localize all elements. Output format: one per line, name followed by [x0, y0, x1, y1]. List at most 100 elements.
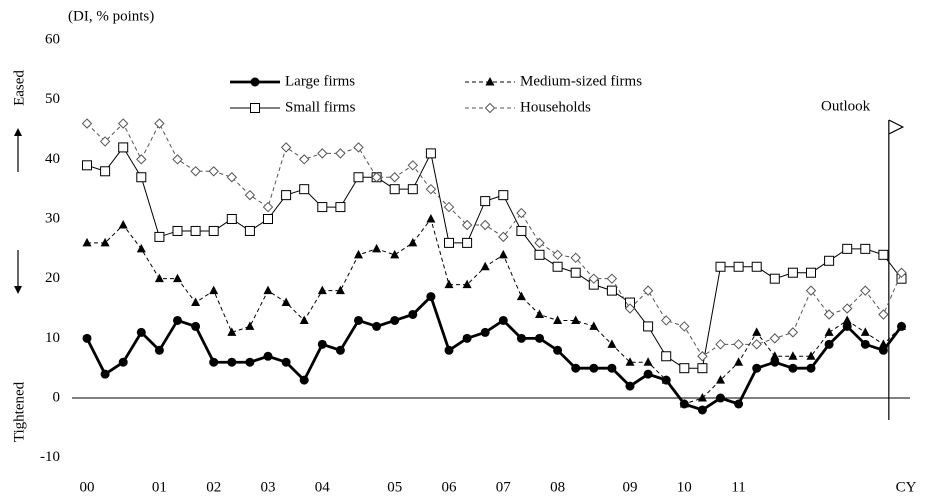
up-arrow-head: [14, 128, 22, 136]
point: [860, 285, 871, 296]
point: [250, 77, 260, 87]
legend-label: Small firms: [285, 99, 356, 115]
point: [209, 357, 219, 367]
point: [516, 207, 527, 219]
point: [117, 118, 129, 129]
point: [697, 351, 708, 362]
point: [118, 357, 128, 367]
point: [281, 297, 291, 307]
point: [425, 183, 437, 195]
x-tick-label: 00: [80, 479, 95, 495]
point: [250, 103, 260, 113]
point: [733, 261, 744, 272]
point: [172, 154, 183, 165]
point: [462, 333, 472, 343]
point: [535, 309, 544, 318]
point: [806, 351, 816, 360]
point: [679, 398, 689, 408]
point: [136, 154, 147, 165]
point: [100, 237, 110, 247]
x-axis-label: CY: [896, 479, 917, 495]
x-tick-label: 04: [315, 479, 331, 495]
point: [842, 243, 853, 254]
point: [751, 261, 762, 272]
point: [498, 190, 509, 201]
point: [262, 201, 274, 213]
point: [299, 184, 310, 195]
series-line: [86, 146, 902, 369]
point: [806, 363, 816, 373]
point: [191, 297, 201, 307]
point: [390, 315, 400, 325]
point: [553, 345, 563, 355]
point: [769, 273, 780, 284]
point: [643, 321, 654, 332]
point: [425, 148, 436, 159]
point: [408, 309, 418, 319]
point: [226, 172, 238, 183]
point: [516, 291, 526, 301]
down-arrow-head: [14, 286, 22, 294]
point: [842, 315, 852, 324]
point: [154, 118, 165, 129]
point: [190, 166, 201, 177]
point: [570, 252, 581, 264]
legend-label: Large firms: [285, 73, 355, 89]
point: [208, 225, 219, 236]
point: [841, 303, 853, 314]
x-tick-label: 07: [496, 479, 512, 495]
point: [99, 136, 111, 147]
point: [552, 249, 563, 261]
point: [553, 315, 563, 324]
point: [372, 321, 382, 331]
point: [354, 249, 363, 259]
tightened-label: Tightened: [11, 381, 27, 442]
y-tick-label: 50: [45, 91, 60, 107]
y-tick-label: 0: [53, 389, 61, 405]
point: [824, 327, 834, 336]
outlook-label: Outlook: [821, 98, 871, 114]
point: [607, 339, 617, 348]
point: [824, 339, 834, 349]
point: [589, 363, 599, 373]
point: [444, 345, 454, 355]
point: [353, 142, 364, 153]
point: [317, 202, 328, 213]
point: [769, 333, 781, 344]
point: [535, 333, 544, 343]
point: [878, 345, 888, 355]
point: [354, 315, 363, 325]
point: [407, 184, 418, 195]
point: [842, 321, 852, 331]
point: [571, 315, 581, 324]
y-tick-label: 40: [45, 151, 60, 167]
point: [407, 160, 419, 171]
point: [625, 381, 635, 391]
point: [208, 166, 219, 177]
point: [571, 363, 581, 373]
point: [426, 292, 436, 302]
point: [299, 375, 309, 385]
point: [118, 142, 129, 153]
point: [715, 339, 726, 350]
point: [643, 357, 653, 366]
point: [606, 273, 618, 284]
point: [462, 279, 472, 289]
point: [136, 172, 147, 183]
point: [570, 267, 581, 278]
point: [82, 237, 92, 247]
point: [389, 172, 400, 183]
point: [716, 375, 725, 384]
point: [426, 214, 436, 223]
point: [263, 351, 273, 361]
point: [479, 219, 491, 231]
point: [679, 363, 690, 374]
point: [697, 393, 707, 402]
legend-label: Medium-sized firms: [520, 73, 642, 89]
point: [154, 345, 164, 355]
series-line: [85, 294, 903, 412]
point: [244, 189, 256, 201]
point: [82, 333, 92, 343]
point: [172, 225, 183, 236]
